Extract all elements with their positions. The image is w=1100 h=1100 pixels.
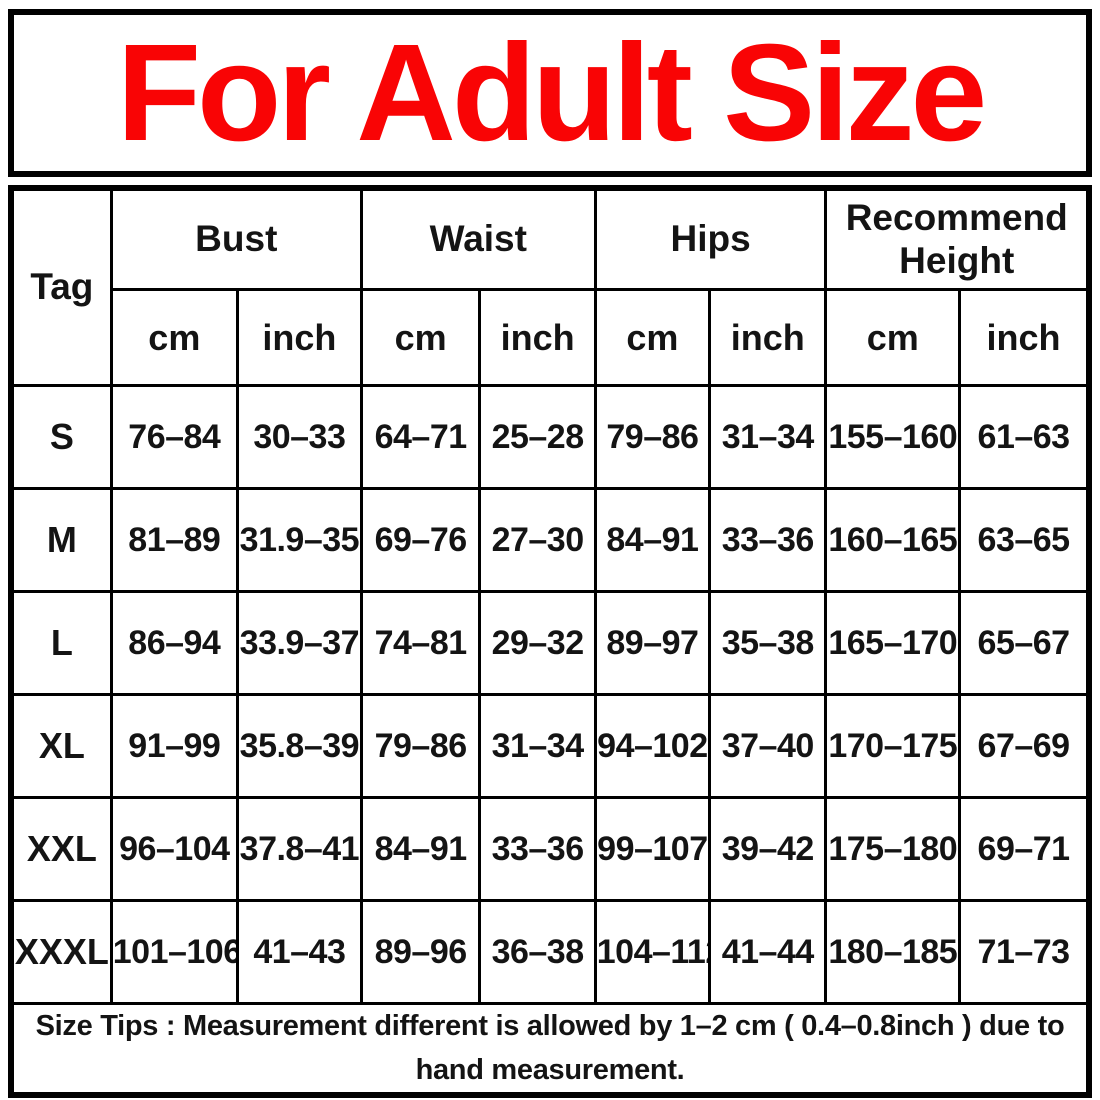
page-title: For Adult Size bbox=[116, 16, 988, 170]
cell-height-inch: 69–71 bbox=[958, 796, 1091, 902]
cell-bust-cm: 86–94 bbox=[109, 590, 239, 696]
cell-hips-cm: 104–112 bbox=[593, 899, 712, 1005]
cell-hips-inch: 37–40 bbox=[708, 693, 828, 799]
cell-hips-inch: 35–38 bbox=[708, 590, 828, 696]
title-banner: For Adult Size bbox=[8, 9, 1092, 177]
header-height-inch: inch bbox=[958, 288, 1091, 387]
cell-bust-inch: 30–33 bbox=[235, 384, 363, 490]
cell-hips-inch: 39–42 bbox=[708, 796, 828, 902]
cell-waist-cm: 69–76 bbox=[359, 487, 482, 593]
cell-tag: XL bbox=[9, 693, 113, 799]
size-row-s: S 76–84 30–33 64–71 25–28 79–86 31–34 15… bbox=[9, 384, 1091, 490]
cell-waist-inch: 31–34 bbox=[478, 693, 597, 799]
table-group-header-row: Tag Bust Waist Hips Recommend Height bbox=[9, 186, 1091, 387]
cell-bust-cm: 81–89 bbox=[109, 487, 239, 593]
cell-waist-cm: 64–71 bbox=[359, 384, 482, 490]
cell-bust-inch: 37.8–41 bbox=[235, 796, 363, 902]
table-unit-header-row: cm inch cm inch cm inch cm inch bbox=[11, 288, 1091, 387]
cell-hips-cm: 89–97 bbox=[593, 590, 712, 696]
size-row-xxxl: XXXL 101–106 41–43 89–96 36–38 104–112 4… bbox=[9, 899, 1091, 1005]
cell-height-inch: 65–67 bbox=[958, 590, 1091, 696]
cell-height-cm: 165–170 bbox=[824, 590, 962, 696]
cell-waist-inch: 27–30 bbox=[478, 487, 597, 593]
cell-hips-cm: 94–102 bbox=[593, 693, 712, 799]
cell-bust-inch: 33.9–37 bbox=[235, 590, 363, 696]
cell-hips-inch: 31–34 bbox=[708, 384, 828, 490]
cell-tag: S bbox=[9, 384, 113, 490]
cell-waist-inch: 33–36 bbox=[478, 796, 597, 902]
cell-height-inch: 63–65 bbox=[958, 487, 1091, 593]
cell-bust-inch: 35.8–39 bbox=[235, 693, 363, 799]
header-hips-cm: cm bbox=[593, 288, 712, 387]
cell-height-inch: 67–69 bbox=[958, 693, 1091, 799]
cell-waist-cm: 89–96 bbox=[359, 899, 482, 1005]
cell-bust-cm: 91–99 bbox=[109, 693, 239, 799]
cell-bust-cm: 76–84 bbox=[109, 384, 239, 490]
cell-waist-inch: 25–28 bbox=[478, 384, 597, 490]
cell-height-cm: 175–180 bbox=[824, 796, 962, 902]
cell-height-inch: 61–63 bbox=[958, 384, 1091, 490]
header-recommend-height: Recommend Height bbox=[824, 186, 1091, 291]
cell-waist-inch: 36–38 bbox=[478, 899, 597, 1005]
cell-height-cm: 170–175 bbox=[824, 693, 962, 799]
cell-bust-inch: 31.9–35 bbox=[235, 487, 363, 593]
cell-height-inch: 71–73 bbox=[958, 899, 1091, 1005]
size-tips-note: Size Tips : Measurement different is all… bbox=[9, 1002, 1091, 1097]
cell-hips-cm: 99–107 bbox=[593, 796, 712, 902]
cell-tag: XXL bbox=[9, 796, 113, 902]
cell-hips-cm: 79–86 bbox=[593, 384, 712, 490]
size-row-xl: XL 91–99 35.8–39 79–86 31–34 94–102 37–4… bbox=[9, 693, 1091, 799]
cell-height-cm: 180–185 bbox=[824, 899, 962, 1005]
size-row-m: M 81–89 31.9–35 69–76 27–30 84–91 33–36 … bbox=[9, 487, 1091, 593]
cell-hips-inch: 41–44 bbox=[708, 899, 828, 1005]
cell-height-cm: 160–165 bbox=[824, 487, 962, 593]
cell-hips-cm: 84–91 bbox=[593, 487, 712, 593]
cell-tag: XXXL bbox=[9, 899, 113, 1005]
header-bust-inch: inch bbox=[235, 288, 363, 387]
cell-hips-inch: 33–36 bbox=[708, 487, 828, 593]
header-waist-cm: cm bbox=[359, 288, 482, 387]
header-waist: Waist bbox=[359, 186, 597, 291]
size-table: Tag Bust Waist Hips Recommend Height cm … bbox=[8, 185, 1092, 1098]
cell-bust-cm: 101–106 bbox=[109, 899, 239, 1005]
cell-tag: L bbox=[9, 590, 113, 696]
header-tag: Tag bbox=[9, 186, 113, 387]
cell-waist-cm: 79–86 bbox=[359, 693, 482, 799]
size-row-l: L 86–94 33.9–37 74–81 29–32 89–97 35–38 … bbox=[9, 590, 1091, 696]
cell-bust-cm: 96–104 bbox=[109, 796, 239, 902]
cell-waist-cm: 74–81 bbox=[359, 590, 482, 696]
cell-waist-inch: 29–32 bbox=[478, 590, 597, 696]
cell-bust-inch: 41–43 bbox=[235, 899, 363, 1005]
header-hips-inch: inch bbox=[708, 288, 828, 387]
header-height-cm: cm bbox=[824, 288, 962, 387]
size-row-xxl: XXL 96–104 37.8–41 84–91 33–36 99–107 39… bbox=[9, 796, 1091, 902]
header-bust-cm: cm bbox=[109, 288, 239, 387]
header-waist-inch: inch bbox=[478, 288, 597, 387]
header-bust: Bust bbox=[109, 186, 363, 291]
header-hips: Hips bbox=[593, 186, 828, 291]
cell-tag: M bbox=[9, 487, 113, 593]
size-tips-row: Size Tips : Measurement different is all… bbox=[9, 1002, 1091, 1097]
cell-height-cm: 155–160 bbox=[824, 384, 962, 490]
cell-waist-cm: 84–91 bbox=[359, 796, 482, 902]
